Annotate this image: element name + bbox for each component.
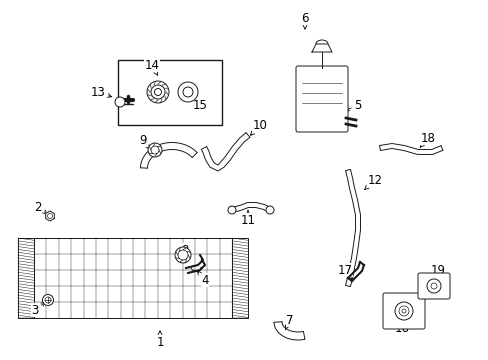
Text: 1: 1: [156, 331, 163, 348]
Circle shape: [151, 146, 159, 154]
Circle shape: [430, 283, 436, 289]
Text: 19: 19: [429, 264, 445, 279]
Text: 12: 12: [364, 174, 382, 189]
Circle shape: [147, 81, 169, 103]
Text: 16: 16: [394, 318, 408, 334]
Circle shape: [265, 206, 273, 214]
Bar: [34, 238, 231, 318]
Circle shape: [401, 309, 405, 313]
Circle shape: [47, 213, 52, 219]
FancyBboxPatch shape: [295, 66, 347, 132]
Circle shape: [398, 306, 408, 316]
Circle shape: [42, 294, 53, 306]
Text: 14: 14: [144, 59, 159, 75]
Text: 4: 4: [197, 271, 208, 287]
Text: 7: 7: [285, 314, 293, 330]
Circle shape: [394, 302, 412, 320]
Bar: [231, 238, 247, 318]
Text: 13: 13: [90, 86, 111, 99]
Text: 2: 2: [34, 201, 47, 214]
Circle shape: [178, 250, 187, 260]
Text: 8: 8: [181, 243, 188, 260]
Circle shape: [227, 206, 236, 214]
Text: 5: 5: [345, 99, 361, 112]
Text: 11: 11: [240, 210, 255, 226]
Circle shape: [183, 87, 193, 97]
Text: 18: 18: [419, 131, 434, 147]
Text: 6: 6: [301, 12, 308, 29]
Circle shape: [175, 247, 191, 263]
Text: 10: 10: [250, 118, 267, 135]
Bar: [118, 60, 222, 125]
Text: 17: 17: [337, 264, 352, 279]
Polygon shape: [45, 211, 54, 221]
Circle shape: [45, 297, 51, 303]
Text: 15: 15: [192, 97, 207, 112]
Circle shape: [115, 97, 125, 107]
Bar: [18, 238, 34, 318]
FancyBboxPatch shape: [417, 273, 449, 299]
Polygon shape: [311, 44, 331, 52]
Circle shape: [178, 82, 198, 102]
Circle shape: [426, 279, 440, 293]
Circle shape: [148, 143, 162, 157]
Text: 9: 9: [139, 134, 149, 149]
Circle shape: [151, 85, 164, 99]
Text: 3: 3: [31, 302, 45, 316]
FancyBboxPatch shape: [382, 293, 424, 329]
Circle shape: [154, 89, 161, 95]
